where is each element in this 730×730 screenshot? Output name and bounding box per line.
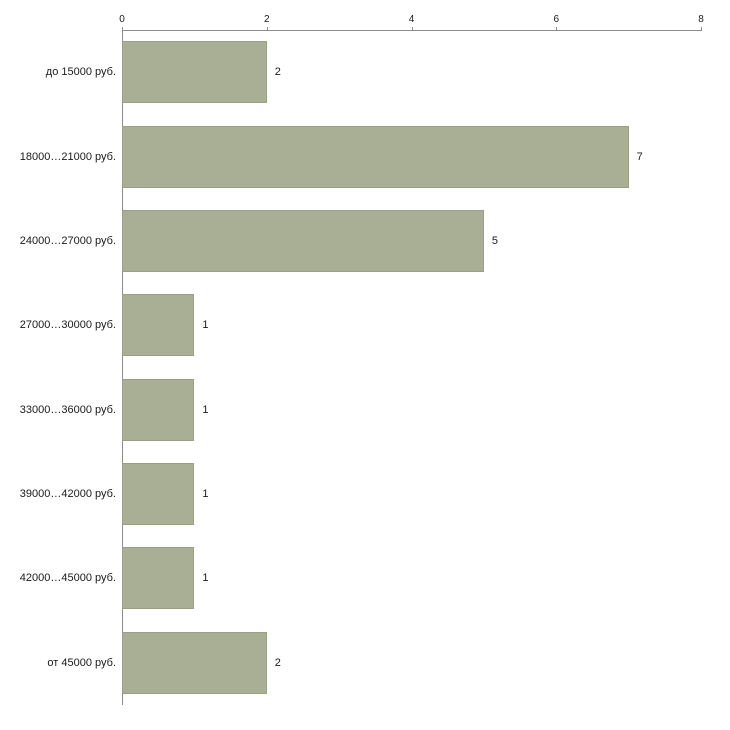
bar-track: 2 [122, 621, 730, 705]
tick-mark [701, 27, 702, 31]
bar [122, 378, 195, 441]
tick-mark [411, 27, 413, 31]
category-label: 33000…36000 руб. [19, 403, 116, 416]
bar-value-label: 1 [202, 403, 209, 416]
bar [122, 462, 195, 525]
tick-label: 8 [698, 14, 704, 25]
bar-value-label: 1 [202, 572, 209, 585]
bar-track: 1 [122, 283, 730, 367]
bar-value-label: 2 [274, 656, 281, 669]
bar [122, 209, 484, 272]
bar-track: 5 [122, 199, 730, 283]
bar-value-label: 1 [202, 319, 209, 332]
bar-row: от 45000 руб. 2 [0, 621, 730, 705]
bar-track: 1 [122, 367, 730, 451]
category-label: 18000…21000 руб. [19, 150, 116, 163]
tick-label: 4 [408, 14, 415, 25]
category-label: 24000…27000 руб. [19, 234, 116, 247]
bar-row: 42000…45000 руб. 1 [0, 536, 730, 620]
tick-mark [266, 27, 268, 31]
x-axis: 0 2 4 6 8 [119, 14, 704, 31]
category-label: 27000…30000 руб. [19, 319, 116, 332]
tick-label: 0 [119, 14, 125, 25]
bar-row: 39000…42000 руб. 1 [0, 452, 730, 536]
bar-track: 7 [122, 114, 730, 198]
bar [122, 41, 267, 104]
category-label: до 15000 руб. [45, 66, 116, 79]
tick-mark [556, 27, 558, 31]
tick-mark [122, 27, 123, 31]
tick-label: 6 [553, 14, 560, 25]
category-label: 42000…45000 руб. [19, 572, 116, 585]
bar-row: 27000…30000 руб. 1 [0, 283, 730, 367]
category-label: от 45000 руб. [47, 656, 116, 669]
bar-value-label: 7 [636, 150, 643, 163]
bar-row: 24000…27000 руб. 5 [0, 199, 730, 283]
bar-track: 1 [122, 452, 730, 536]
tick-label: 2 [263, 14, 270, 25]
bar-track: 1 [122, 536, 730, 620]
plot-area: до 15000 руб. 2 18000…21000 руб. 7 24000…270… [0, 30, 730, 705]
bar [122, 294, 195, 357]
bar [122, 125, 629, 188]
bar [122, 547, 195, 610]
bar-value-label: 1 [202, 487, 209, 500]
bar-track: 2 [122, 30, 730, 114]
bar-row: 33000…36000 руб. 1 [0, 367, 730, 451]
bar-row: 18000…21000 руб. 7 [0, 114, 730, 198]
bar-value-label: 2 [274, 66, 281, 79]
category-label: 39000…42000 руб. [19, 487, 116, 500]
bar-value-label: 5 [491, 234, 498, 247]
bar-row: до 15000 руб. 2 [0, 30, 730, 114]
y-axis [122, 30, 123, 705]
bar [122, 631, 267, 694]
